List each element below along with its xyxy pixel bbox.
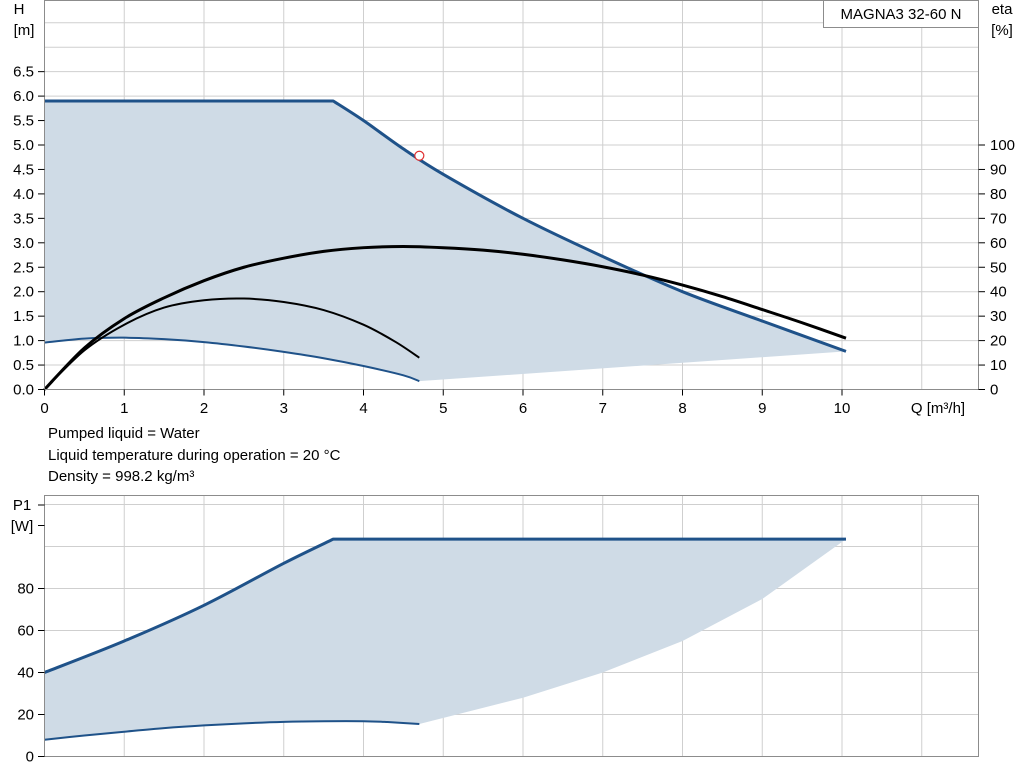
power-axis-unit: [W] <box>11 518 34 535</box>
y-tick-label: 2.5 <box>13 259 34 276</box>
liquid-temperature-text: Liquid temperature during operation = 20… <box>48 446 341 464</box>
x-tick-label: 6 <box>519 400 527 417</box>
power-max-curve <box>43 537 846 674</box>
eta-min-curve <box>43 297 420 391</box>
eta-tick-label: 80 <box>990 186 1007 203</box>
y-tick-label: 2.0 <box>13 284 34 301</box>
head-chart: 0.0 0.5 1.0 1.5 2.0 2.5 3.0 3.5 4.0 4.5 5.0 5.5 6.0 6… <box>13 0 1015 417</box>
x-tick-label: 10 <box>834 400 851 417</box>
power-tick-label: 40 <box>17 665 34 682</box>
x-tick-label: 8 <box>678 400 686 417</box>
y-tick-label: 6.0 <box>13 88 34 105</box>
q-x-ticks: 0 1 2 3 4 5 6 7 8 9 10 <box>40 389 851 417</box>
head-curves <box>43 99 847 391</box>
y-tick-label: 0.5 <box>13 357 34 374</box>
liquid-info: Pumped liquid = Water Liquid temperature… <box>48 423 340 488</box>
power-min-curve <box>44 720 420 741</box>
eta-tick-label: 40 <box>990 284 1007 301</box>
power-tick-label: 0 <box>26 749 34 766</box>
x-tick-label: 3 <box>280 400 288 417</box>
power-tick-label: 60 <box>17 623 34 640</box>
x-tick-label: 1 <box>120 400 128 417</box>
eta-axis-unit: [%] <box>991 22 1013 39</box>
head-axis-unit: [m] <box>14 22 35 39</box>
model-label-box: MAGNA3 32-60 N <box>823 0 979 28</box>
y-tick-label: 0.0 <box>13 382 34 399</box>
power-y-ticks: 0 20 40 60 80 <box>17 504 45 766</box>
power-axis-label: P1 <box>13 497 31 514</box>
eta-y-ticks: 0 10 20 30 40 50 60 70 80 90 100 <box>978 137 1015 399</box>
power-area <box>44 539 846 740</box>
x-tick-label: 5 <box>439 400 447 417</box>
y-tick-label: 3.5 <box>13 210 34 227</box>
power-chart: 0 20 40 60 80 P1 [W] <box>11 495 979 766</box>
pumped-liquid-text: Pumped liquid = Water <box>48 425 200 442</box>
y-tick-label: 1.0 <box>13 333 34 350</box>
eta-tick-label: 70 <box>990 210 1007 227</box>
head-max-curve <box>44 99 847 353</box>
eta-tick-label: 10 <box>990 357 1007 374</box>
head-y-ticks: 0.0 0.5 1.0 1.5 2.0 2.5 3.0 3.5 4.0 4.5 5.0 5.5 6.0 6… <box>13 64 45 399</box>
eta-axis-label: eta <box>992 1 1014 18</box>
x-tick-label: 9 <box>758 400 766 417</box>
eta-tick-label: 90 <box>990 161 1007 178</box>
eta-tick-label: 20 <box>990 333 1007 350</box>
duty-point-marker <box>414 150 425 161</box>
eta-tick-label: 50 <box>990 259 1007 276</box>
y-tick-label: 5.5 <box>13 113 34 130</box>
power-tick-label: 80 <box>17 581 34 598</box>
head-min-curve <box>44 336 420 383</box>
power-plot-frame <box>44 495 979 757</box>
y-tick-label: 6.5 <box>13 64 34 81</box>
x-tick-label: 7 <box>599 400 607 417</box>
x-tick-label: 0 <box>40 400 48 417</box>
head-axis-label: H <box>14 1 25 18</box>
eta-tick-label: 60 <box>990 235 1007 252</box>
head-plot-frame <box>44 0 979 390</box>
eta-tick-label: 0 <box>990 382 998 399</box>
y-tick-label: 3.0 <box>13 235 34 252</box>
x-tick-label: 2 <box>200 400 208 417</box>
head-operating-area <box>44 100 846 382</box>
power-curves <box>43 537 846 741</box>
operating-area <box>44 100 846 382</box>
y-tick-label: 5.0 <box>13 137 34 154</box>
model-label: MAGNA3 32-60 N <box>841 6 962 23</box>
eta-max-curve <box>43 244 847 391</box>
power-tick-label: 20 <box>17 707 34 724</box>
y-tick-label: 4.0 <box>13 186 34 203</box>
y-tick-label: 1.5 <box>13 308 34 325</box>
eta-tick-label: 100 <box>990 137 1015 154</box>
power-operating-area <box>44 539 846 740</box>
eta-tick-label: 30 <box>990 308 1007 325</box>
x-tick-label: 4 <box>359 400 367 417</box>
density-text: Density = 998.2 kg/m³ <box>48 468 195 485</box>
y-tick-label: 4.5 <box>13 161 34 178</box>
x-axis-label: Q [m³/h] <box>911 400 965 417</box>
